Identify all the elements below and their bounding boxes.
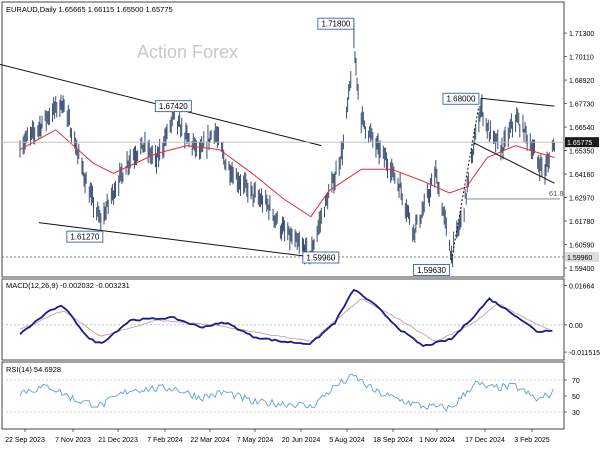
- macd-signal-line: [19, 298, 553, 342]
- macd-line: [19, 288, 553, 348]
- price-tick-label: 1.64160: [569, 172, 594, 179]
- fib-label: 61.8: [549, 189, 564, 198]
- date-tick-label: 3 Feb 2025: [514, 437, 550, 444]
- price-tick-label: 1.59400: [569, 266, 594, 273]
- date-tick-label: 20 Jun 2024: [282, 437, 321, 444]
- price-annotation: 1.59630: [417, 266, 446, 275]
- rsi-panel: [1, 361, 565, 430]
- date-tick-label: 5 Aug 2024: [329, 437, 365, 444]
- watermark: Action Forex: [137, 42, 238, 62]
- current-price-label: 1.65775: [567, 140, 592, 147]
- price-tick-label: 1.67730: [569, 102, 594, 109]
- rsi-tick-label: 70: [572, 378, 580, 385]
- date-tick-label: 21 Dec 2023: [98, 437, 138, 444]
- price-tick-label: 1.62970: [569, 196, 594, 203]
- price-layer: 61.8 1.71800 1.67420 1.68000 1.61270 1.59960 1…: [0, 17, 564, 276]
- date-tick-label: 7 Feb 2024: [147, 437, 183, 444]
- macd-tick-label: 0.00: [569, 323, 583, 330]
- date-tick-label: 1 Nov 2024: [419, 437, 455, 444]
- price-annotation-box: [66, 230, 104, 243]
- macd-panel: [1, 278, 565, 361]
- price-annotation-box: [413, 264, 450, 276]
- price-tick-label: 1.68920: [569, 78, 594, 85]
- price-tick-label: 1.70110: [569, 55, 594, 62]
- date-tick-label: 17 Dec 2024: [465, 437, 505, 444]
- rsi-tick-label: 30: [572, 410, 580, 417]
- price-tick-label: 1.71300: [569, 31, 594, 38]
- support-level-label: 1.59960: [567, 255, 592, 262]
- rsi-layer: [2, 373, 564, 413]
- price-panel: [1, 1, 565, 278]
- price-annotation: 1.59960: [306, 253, 335, 262]
- support-level-tag: [565, 251, 599, 262]
- price-title: EURAUD,Daily 1.65665 1.66115 1.65500 1.6…: [6, 5, 173, 14]
- date-tick-label: 22 Mar 2024: [190, 437, 229, 444]
- price-tick-label: 1.65350: [569, 149, 594, 156]
- price-annotation: 1.67420: [159, 102, 188, 111]
- rsi-line: [19, 373, 554, 412]
- price-annotation: 1.61270: [70, 233, 99, 242]
- macd-layer: [2, 288, 564, 348]
- price-annotation: 1.68000: [446, 95, 475, 104]
- current-price-tag: [565, 137, 599, 148]
- trendline: [480, 97, 555, 107]
- moving-average-line: [19, 129, 555, 218]
- price-tick-label: 1.66540: [569, 125, 594, 132]
- price-tick-label: 1.61780: [569, 219, 594, 226]
- rsi-title: RSI(14) 54.6928: [6, 365, 61, 374]
- price-annotation: 1.71800: [321, 20, 350, 29]
- date-tick-label: 22 Sep 2023: [5, 437, 45, 444]
- price-annotation-box: [442, 92, 480, 105]
- date-tick-label: 7 May 2024: [237, 437, 274, 444]
- dotted-trendline: [451, 106, 480, 261]
- price-tick-label: 1.60590: [569, 243, 594, 250]
- trendline: [471, 141, 555, 184]
- date-tick-label: 18 Sep 2024: [373, 437, 413, 444]
- trendline: [38, 222, 338, 261]
- trendline: [0, 63, 322, 147]
- price-annotation-box: [302, 251, 340, 264]
- price-annotation-box: [317, 17, 355, 30]
- rsi-tick-label: 50: [572, 394, 580, 401]
- macd-tick-label: 0.01664: [569, 283, 594, 290]
- macd-title: MACD(12,26,9) -0.002032 -0.003231: [6, 281, 130, 290]
- date-tick-label: 7 Nov 2023: [55, 437, 91, 444]
- price-annotation-box: [154, 100, 192, 113]
- macd-tick-label: -0.011515: [569, 350, 600, 357]
- axis-layer: 1.71300 1.70110 1.68920 1.67730 1.66540 1.653…: [5, 31, 600, 444]
